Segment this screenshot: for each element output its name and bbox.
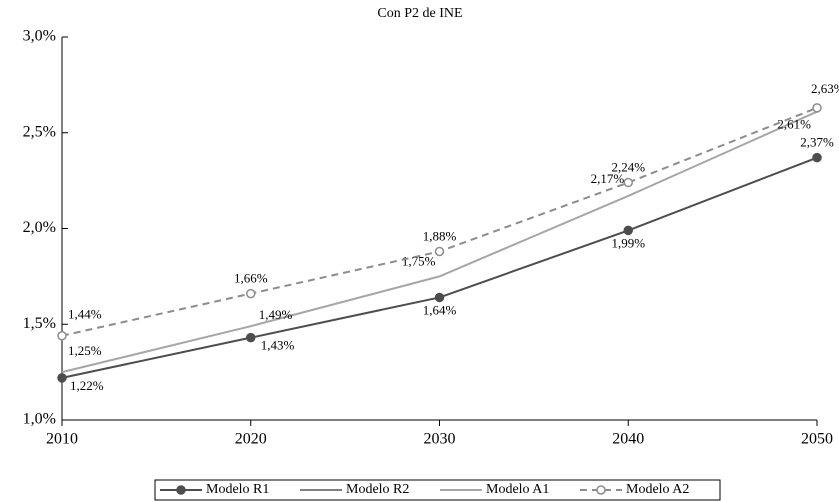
point: [57, 373, 67, 383]
x-tick-label: 2050: [801, 431, 833, 448]
legend-label: Modelo R1: [206, 482, 269, 497]
point: [623, 225, 633, 236]
point: [623, 177, 633, 188]
point: [812, 103, 822, 113]
legend-label: Modelo R2: [346, 482, 409, 497]
y-tick-label: 1,5%: [23, 315, 56, 332]
data-label: 2,24%: [611, 160, 645, 175]
legend-label: Modelo A1: [486, 482, 549, 497]
x-tick-label: 2040: [612, 431, 644, 448]
data-label: 1,44%: [68, 307, 102, 322]
series-line: [61, 110, 818, 374]
point: [246, 288, 256, 299]
point: [434, 292, 445, 303]
data-label: 2,63%: [811, 81, 839, 96]
y-tick-label: 1,0%: [23, 411, 56, 428]
legend-label: Modelo A2: [626, 482, 689, 497]
data-label: 2,17%: [591, 171, 625, 186]
data-label: 1,88%: [423, 228, 457, 243]
point: [434, 246, 445, 257]
y-tick-label: 2,5%: [23, 123, 56, 140]
y-tick-label: 2,0%: [23, 219, 56, 236]
legend-box: [154, 479, 721, 501]
data-label: 1,75%: [402, 253, 436, 268]
data-label: 1,49%: [259, 307, 293, 322]
data-label: 1,64%: [423, 302, 457, 317]
x-tick-label: 2020: [235, 431, 267, 448]
chart-title: Con P2 de INE: [377, 6, 462, 21]
data-label: 1,43%: [261, 338, 295, 353]
point: [57, 330, 67, 341]
x-tick-label: 2010: [46, 431, 78, 448]
data-label: 2,61%: [777, 117, 811, 132]
data-label: 2,37%: [800, 135, 834, 150]
x-tick-label: 2030: [424, 431, 456, 448]
legend-marker: [596, 485, 606, 495]
y-tick-label: 3,0%: [23, 28, 56, 45]
point: [812, 152, 822, 163]
point: [246, 332, 256, 343]
data-label: 1,66%: [234, 271, 268, 286]
data-label: 1,22%: [70, 378, 104, 393]
legend-marker: [176, 485, 186, 495]
data-label: 1,99%: [611, 235, 645, 250]
data-label: 1,25%: [68, 343, 102, 358]
